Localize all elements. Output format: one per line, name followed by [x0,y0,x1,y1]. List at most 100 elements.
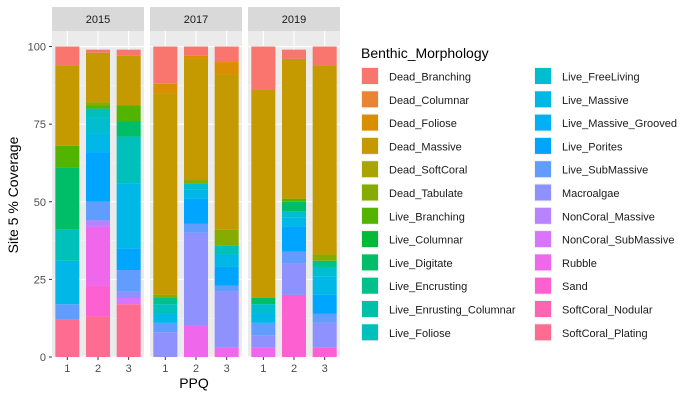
bar-segment-live-freeliving [251,304,276,314]
bar-segment-live-freeliving [184,183,208,190]
legend-swatch [362,254,378,271]
bar-segment-live-branching [55,145,80,168]
facet-strip [150,7,242,31]
bar-segment-live-porites [86,152,110,202]
bar-segment-softcoral-plating [55,319,80,357]
bar-segment-dead-massive [312,65,337,255]
bar-segment-live-digitate [116,121,141,137]
legend-label: Live_Enrusting_Columnar [389,305,516,317]
legend-swatch [535,114,551,131]
bar-segment-macroalgae [116,291,141,299]
bar-segment-dead-massive [153,93,178,295]
legend-label: Live_Massive [562,95,629,107]
bar-segment-live-encrusting [312,260,337,267]
bar-segment-live-submassive [312,313,337,323]
legend-swatch [362,207,378,224]
x-tick-label: 1 [64,363,70,375]
bar-segment-sand [282,294,306,357]
bar-segment-dead-branching [214,46,239,63]
legend-swatch [535,207,551,224]
bar-segment-dead-massive [251,89,276,299]
bar-segment-live-submassive [153,322,178,333]
y-tick-label: 25 [34,274,46,286]
bar-segment-macroalgae [184,232,208,326]
bar-segment-macroalgae [312,322,337,348]
bar-segment-live-freeliving [86,117,110,134]
bar-2017-ppq-1 [153,46,178,357]
bar-segment-dead-massive [214,74,239,230]
y-tick-label: 0 [40,352,46,364]
bar-segment-rubble [184,325,208,357]
legend-entry-macroalgae: Macroalgae [534,183,619,202]
legend-entry-dead-foliose: Dead_Foliose [361,113,457,132]
x-tick-label: 2 [291,363,297,375]
bar-segment-live-massive [86,133,110,153]
bar-segment-live-porites [282,226,306,252]
x-tick-label: 3 [224,363,230,375]
bar-segment-softcoral-plating [86,316,110,357]
legend-swatch [362,91,378,108]
facet-panel-2019: 2019 1 2 3 [248,7,340,375]
legend-entry-softcoral-nodular: SoftCoral_Nodular [534,300,653,318]
legend-entry-live-freeliving: Live_FreeLiving [534,67,640,85]
bar-segment-live-freeliving [282,211,306,218]
facet-panel-2015: 2015 1 2 3 [52,7,144,375]
bar-segment-dead-massive [55,65,80,146]
legend-swatch [362,324,378,341]
legend-entry-live-massive: Live_Massive [534,90,629,109]
legend-entry-noncoral-massive: NonCoral_Massive [534,206,655,225]
bar-segment-live-massive [55,260,80,305]
bar-segment-dead-massive [184,58,208,181]
legend-label: Dead_Branching [389,72,471,84]
x-tick-label: 1 [162,363,168,375]
bar-segment-live-submassive [55,304,80,320]
legend-label: Dead_SoftCoral [389,165,467,177]
bar-segment-live-porites [184,198,208,224]
bar-segment-live-branching [86,105,110,109]
y-tick-label: 100 [28,42,46,54]
bar-2015-ppq-2 [86,49,110,357]
legend-label: SoftCoral_Plating [562,328,648,340]
legend-swatch [535,277,551,294]
legend-swatch [535,184,551,201]
bar-segment-macroalgae [251,335,276,348]
legend-entry-dead-massive: Dead_Massive [361,136,462,155]
legend-entry-live-enrusting-columnar: Live_Enrusting_Columnar [361,300,516,318]
bar-segment-rubble [214,347,239,357]
legend-swatch [535,301,551,317]
bar-segment-live-foliose [214,245,239,255]
legend-label: Dead_Massive [389,141,462,153]
bar-segment-macroalgae [282,263,306,295]
legend-label: Live_Encrusting [389,281,467,293]
bar-segment-dead-branching [282,49,306,59]
facet-strip [52,7,144,31]
legend-swatch [535,254,551,271]
bar-segment-dead-foliose [214,62,239,75]
bar-2015-ppq-1 [55,46,80,357]
facet-strip-label: 2019 [282,14,306,26]
bar-segment-noncoral-submassive [116,298,141,305]
bar-segment-live-submassive [214,285,239,292]
bar-segment-dead-tabulate [153,294,178,299]
x-axis-title: PPQ [179,375,209,391]
bar-segment-dead-massive [86,52,110,103]
bar-segment-live-digitate [251,298,276,305]
bar-segment-dead-branching [116,49,141,56]
legend-entry-noncoral-submassive: NonCoral_SubMassive [534,230,675,249]
facet-strip-label: 2015 [86,14,110,26]
bar-segment-dead-tabulate [184,180,208,184]
bar-segment-live-massive [184,189,208,199]
legend-label: Live_Digitate [389,258,453,270]
bar-segment-dead-tabulate [86,102,110,106]
bar-segment-dead-tabulate [214,229,239,246]
bar-segment-live-foliose [153,304,178,314]
legend-entry-rubble: Rubble [534,253,597,272]
bar-segment-live-submassive [86,201,110,221]
bar-segment-dead-foliose [153,83,178,94]
bar-segment-live-massive [153,313,178,323]
legend-label: Rubble [562,258,597,270]
legend-entry-dead-tabulate: Dead_Tabulate [361,183,463,202]
bar-segment-softcoral-plating [116,304,141,357]
bar-segment-dead-branching [312,46,337,66]
bar-segment-dead-branching [86,49,110,53]
